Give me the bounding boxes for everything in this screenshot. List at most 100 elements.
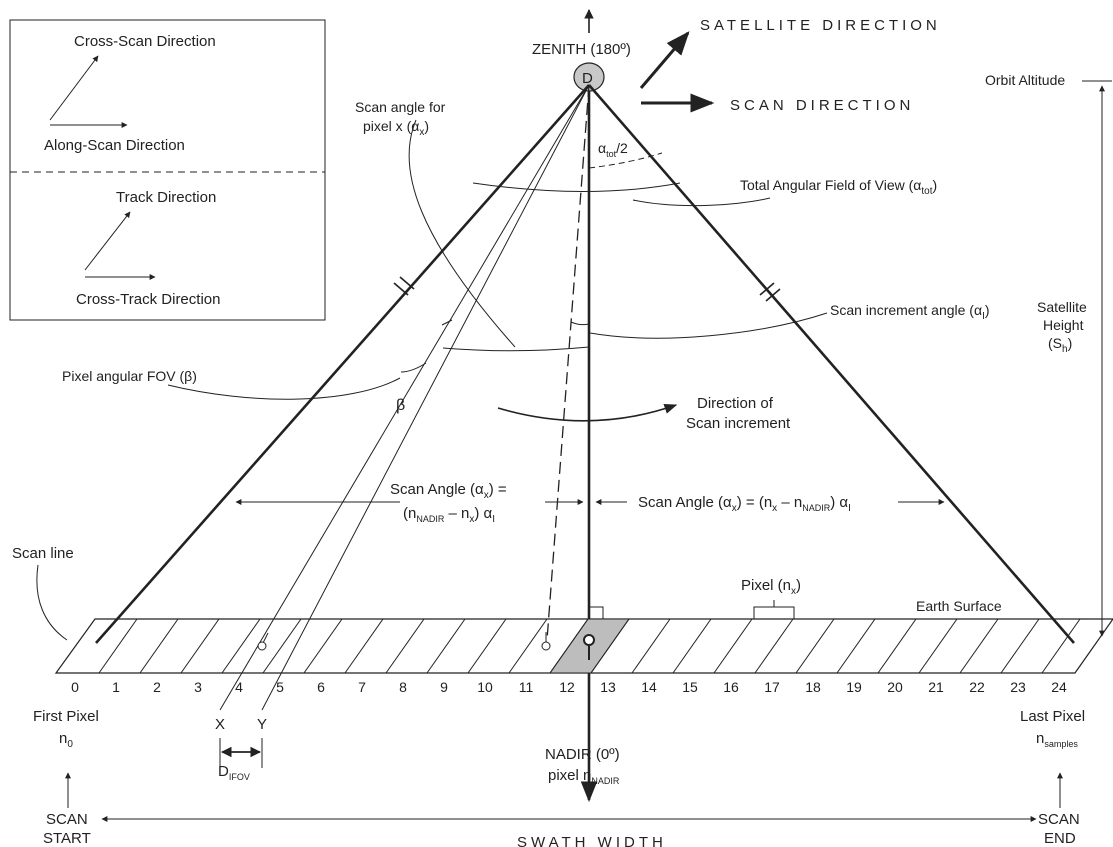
cell-divider [303, 618, 343, 674]
cell-divider [385, 618, 425, 674]
satellite-direction-arrow [639, 31, 690, 89]
cell-divider [180, 618, 220, 674]
y-marker-label: Y [257, 716, 267, 733]
nsamples-label: nsamples [1036, 730, 1078, 749]
pixel-number: 21 [928, 679, 944, 695]
tick-right-1 [759, 282, 775, 296]
scan-angle-for-pixel-label-2: pixel x (αx) [363, 118, 429, 138]
scan-start-label-2: START [43, 830, 91, 847]
cell-divider [836, 618, 876, 674]
scan-end-label-1: SCAN [1038, 811, 1080, 828]
nadir-pixel-marker [583, 634, 595, 646]
n0-label: n0 [59, 730, 73, 750]
earth-surface-label: Earth Surface [916, 598, 1002, 614]
along-scan-label: Along-Scan Direction [44, 137, 185, 154]
scan-end-label-2: END [1044, 830, 1076, 847]
cell-divider [754, 618, 794, 674]
direction-of-increment-label-1: Direction of [697, 395, 774, 412]
total-fov-label: Total Angular Field of View (αtot) [740, 177, 937, 197]
cell-divider [918, 618, 958, 674]
x-marker-label: X [215, 716, 225, 733]
scan-increment-label: Scan increment angle (αI) [830, 302, 990, 322]
scan-line-cells [98, 618, 1081, 674]
scan-line-label: Scan line [12, 545, 74, 562]
tick-left-1 [393, 282, 409, 296]
cross-scan-arrow [49, 55, 99, 121]
scan-angle-leader [408, 119, 516, 348]
direction-legend-box: Cross-Scan Direction Along-Scan Directio… [9, 19, 326, 321]
cell-divider [590, 618, 630, 674]
tick-left-2 [399, 276, 415, 290]
right-fov-edge [588, 84, 1075, 644]
pixel-number: 8 [399, 679, 407, 695]
satellite-height-label-1: Satellite [1037, 299, 1087, 315]
cell-divider [959, 618, 999, 674]
scan-line-strip [54, 618, 1113, 674]
pixel-number: 22 [969, 679, 985, 695]
track-label: Track Direction [116, 189, 216, 206]
nadir-pixel-label: pixel nNADIR [548, 767, 620, 786]
satellite-height-label-3: (Sh) [1048, 335, 1072, 355]
cross-scan-label: Cross-Scan Direction [74, 33, 216, 50]
pixel-y-ray [261, 84, 590, 711]
left-equation-line-2: (nNADIR – nx) αI [403, 505, 495, 525]
first-pixel-label: First Pixel [33, 708, 99, 725]
scan-increment-leader [589, 312, 828, 339]
pixel-number: 2 [153, 679, 161, 695]
scan-angle-for-pixel-label-1: Scan angle for [355, 99, 446, 115]
cell-divider [221, 618, 261, 674]
pixel-fov-leader [167, 377, 401, 400]
pixel-number: 7 [358, 679, 366, 695]
pixel-number: 11 [519, 679, 534, 695]
nadir-label: NADIR (0º) [545, 746, 620, 763]
cell-divider [508, 618, 548, 674]
pixel-fov-label: Pixel angular FOV (β) [62, 368, 197, 384]
cell-divider [98, 618, 138, 674]
legend-frame [9, 19, 326, 321]
pixel-number: 6 [317, 679, 325, 695]
scan-increment-dashed-line [546, 84, 590, 641]
cell-divider [344, 618, 384, 674]
cell-divider [262, 618, 302, 674]
tick-pixel-ray [441, 319, 453, 326]
pixel-number: 12 [559, 679, 575, 695]
pixel-number: 23 [1010, 679, 1026, 695]
cell-divider [795, 618, 835, 674]
cell-divider [139, 618, 179, 674]
last-pixel-label: Last Pixel [1020, 708, 1085, 725]
right-equation: Scan Angle (αx) = (nx – nNADIR) αI [638, 494, 851, 514]
orbit-altitude-label: Orbit Altitude [985, 72, 1065, 88]
pixel-number: 5 [276, 679, 284, 695]
pixel-number: 18 [805, 679, 821, 695]
tick-right-2 [765, 288, 781, 302]
left-equation-line-1: Scan Angle (αx) = [390, 481, 507, 501]
cell-divider [877, 618, 917, 674]
satellite-direction-label: SATELLITE DIRECTION [700, 17, 941, 34]
track-arrow [84, 211, 131, 271]
alpha-half-label: αtot/2 [598, 140, 628, 159]
scan-line-leader [36, 564, 68, 641]
cell-divider [672, 618, 712, 674]
scan-angle-x-arc [442, 346, 590, 352]
pixel-number: 1 [112, 679, 120, 695]
swath-width-label: SWATH WIDTH [517, 834, 667, 847]
sensor-label: D [582, 70, 593, 87]
scan-direction-label: SCAN DIRECTION [730, 97, 914, 114]
zenith-label: ZENITH (180º) [532, 41, 631, 58]
difov-label: DIFOV [218, 763, 250, 782]
pixel-nx-bracket [753, 606, 795, 619]
pixel-number: 16 [723, 679, 739, 695]
cell-divider [713, 618, 753, 674]
pixel-number: 24 [1051, 679, 1067, 695]
cell-divider [467, 618, 507, 674]
cell-divider [1041, 618, 1081, 674]
pixel-x-marker [257, 641, 267, 651]
pixel-number: 4 [235, 679, 243, 695]
total-fov-leader [632, 197, 771, 207]
pixel-number: 19 [846, 679, 862, 695]
cell-divider [549, 618, 589, 674]
direction-of-increment-label-2: Scan increment [686, 415, 791, 432]
total-fov-arc [472, 182, 681, 192]
cross-track-label: Cross-Track Direction [76, 291, 220, 308]
cell-divider [1000, 618, 1040, 674]
